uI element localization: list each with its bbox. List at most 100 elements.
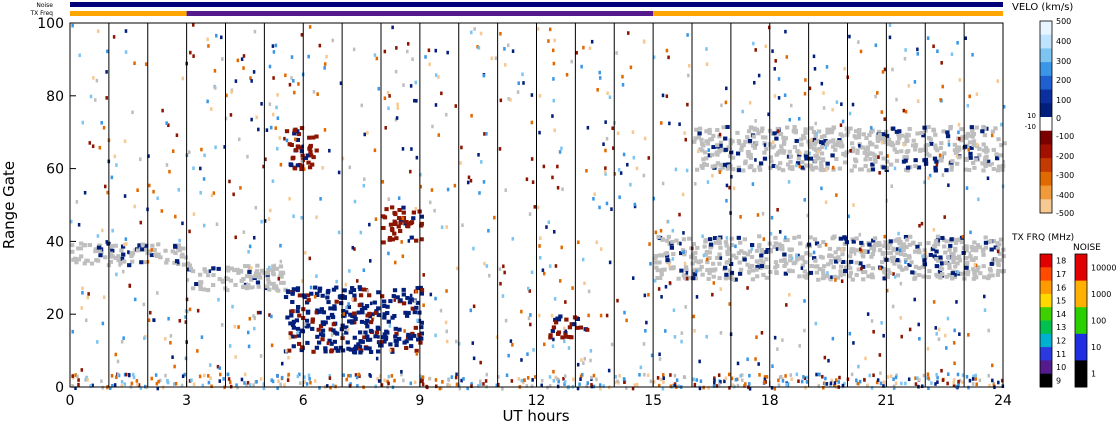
txfreq-segment-0	[70, 11, 187, 16]
speckle-cell	[843, 381, 846, 386]
speckle-cell	[502, 264, 505, 269]
speckle-cell	[588, 46, 592, 51]
feature-3-cell	[816, 129, 822, 134]
feature-1-cell	[190, 269, 196, 274]
feature-2-cell	[870, 266, 876, 271]
speckle-cell	[830, 378, 833, 383]
feature-3-cell	[919, 130, 924, 135]
speckle-cell	[128, 283, 131, 288]
speckle-cell	[752, 41, 755, 46]
feature-3-cell	[727, 146, 733, 151]
speckle-cell	[967, 385, 970, 390]
x-axis-ticks: 0 3 6 9 12 15 18 21 24	[66, 381, 1012, 409]
speckle-cell	[553, 38, 556, 43]
speckle-cell	[461, 223, 464, 227]
feature-1-cell	[235, 267, 240, 272]
speckle-cell	[894, 375, 898, 380]
speckle-cell	[360, 103, 363, 108]
speckle-cell	[697, 149, 700, 154]
feature-3-cell	[818, 161, 824, 166]
speckle-cell	[409, 293, 413, 298]
speckle-cell	[292, 79, 295, 83]
feature-3-cell	[752, 145, 758, 150]
feature-2-cell	[793, 260, 798, 265]
feature-2-cell	[723, 240, 729, 245]
feature-2-cell	[896, 237, 902, 242]
speckle-cell	[665, 94, 669, 99]
feature-2-cell	[888, 242, 893, 247]
speckle-cell	[605, 201, 609, 206]
speckle-cell	[940, 61, 943, 65]
feature-4-cell	[418, 285, 423, 290]
feature-4-cell	[339, 295, 344, 300]
feature-2-cell	[842, 235, 847, 240]
speckle-cell	[659, 377, 663, 382]
speckle-cell	[434, 73, 438, 77]
feature-2-cell	[888, 250, 894, 255]
feature-3-cell	[813, 147, 819, 152]
feature-4-cell	[365, 324, 370, 329]
speckle-cell	[395, 116, 399, 120]
speckle-cell	[127, 250, 130, 254]
feature-4-cell	[419, 291, 424, 296]
speckle-cell	[659, 228, 663, 233]
feature-2-cell	[706, 276, 711, 281]
speckle-cell	[303, 167, 306, 171]
speckle-cell	[345, 377, 348, 382]
feature-3-cell	[741, 168, 746, 173]
feature-2-cell	[935, 274, 940, 279]
speckle-cell	[695, 269, 698, 274]
feature-3-cell	[933, 165, 938, 170]
speckle-cell	[234, 235, 237, 240]
speckle-cell	[548, 375, 552, 379]
speckle-cell	[616, 298, 619, 303]
speckle-cell	[717, 373, 721, 377]
speckle-cell	[252, 285, 255, 289]
feature-3-cell	[704, 139, 709, 144]
txfreq-colorbar-swatch	[1040, 373, 1052, 388]
speckle-cell	[886, 375, 890, 379]
speckle-cell	[643, 136, 647, 141]
speckle-cell	[154, 373, 158, 377]
speckle-cell	[530, 93, 534, 97]
feature-3-cell	[700, 165, 705, 170]
feature-4-cell	[315, 308, 320, 313]
speckle-cell	[849, 148, 852, 153]
speckle-cell	[855, 378, 858, 383]
speckle-cell	[611, 126, 614, 131]
speckle-cell	[598, 76, 602, 80]
speckle-cell	[822, 106, 826, 110]
feature-2-cell	[691, 276, 696, 281]
speckle-cell	[86, 377, 89, 382]
speckle-cell	[415, 352, 419, 356]
feature-2-cell	[953, 264, 958, 269]
feature-1-cell	[198, 280, 203, 285]
feature-3-cell	[918, 148, 923, 153]
feature-6-cell	[558, 314, 563, 319]
feature-3-cell	[803, 153, 809, 158]
speckle-cell	[930, 381, 933, 385]
feature-4-cell	[295, 286, 301, 291]
speckle-cell	[262, 386, 266, 391]
speckle-cell	[482, 180, 486, 184]
feature-2-cell	[782, 252, 787, 257]
speckle-cell	[857, 364, 860, 369]
speckle-cell	[483, 261, 486, 266]
feature-2-cell	[666, 260, 671, 265]
speckle-cell	[434, 378, 438, 382]
speckle-cell	[419, 172, 422, 177]
feature-2-cell	[780, 243, 785, 248]
speckle-cell	[914, 376, 917, 380]
speckle-cell	[123, 382, 127, 386]
speckle-cell	[870, 126, 873, 130]
feature-2-cell	[707, 237, 713, 242]
speckle-cell	[483, 132, 486, 136]
speckle-cell	[184, 315, 187, 319]
feature-3-cell	[955, 161, 960, 166]
feature-4-cell	[358, 350, 363, 355]
feature-3-cell	[902, 155, 907, 160]
speckle-cell	[817, 384, 821, 388]
speckle-cell	[139, 220, 143, 225]
feature-2-cell	[997, 258, 1003, 263]
